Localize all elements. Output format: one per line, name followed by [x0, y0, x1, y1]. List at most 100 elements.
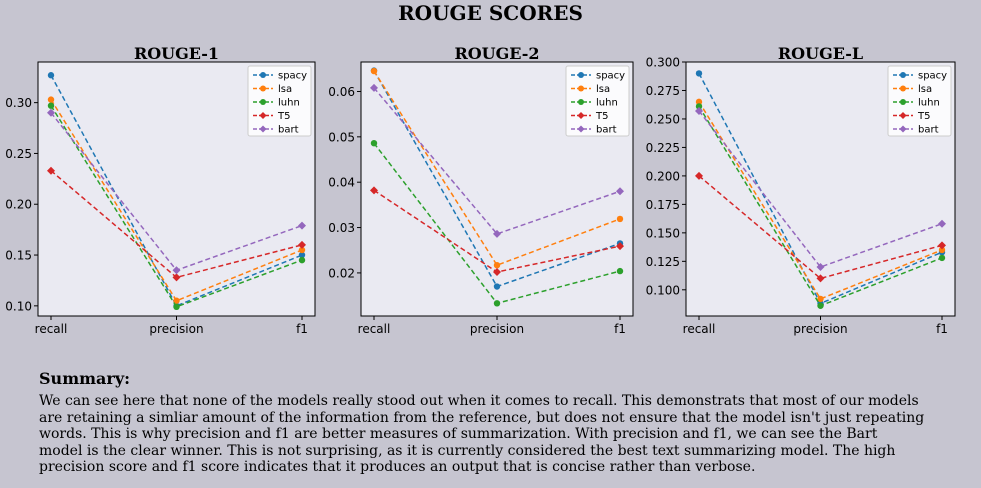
- legend-label: T5: [277, 111, 290, 122]
- data-point: [47, 166, 55, 175]
- data-point: [493, 268, 501, 277]
- series-line: [698, 110, 943, 268]
- data-point: [695, 98, 703, 106]
- x-tick-label: f1: [614, 322, 626, 336]
- data-point: [298, 251, 306, 259]
- legend-label: spacy: [596, 71, 625, 82]
- series-line: [50, 74, 303, 307]
- legend-marker: [260, 85, 266, 92]
- data-point: [370, 67, 378, 75]
- data-point: [298, 221, 306, 230]
- legend-label: spacy: [918, 71, 947, 82]
- data-point: [817, 302, 824, 309]
- legend: [247, 65, 312, 137]
- y-tick-label: 0.02: [328, 266, 355, 280]
- series-bart: [370, 83, 624, 238]
- legend-label: luhn: [278, 98, 300, 109]
- legend-label: lsa: [596, 84, 610, 95]
- data-point: [173, 303, 180, 311]
- series-luhn: [370, 139, 624, 307]
- series-t5: [47, 166, 306, 282]
- data-point: [493, 300, 501, 307]
- y-tick-label: 0.100: [646, 283, 680, 297]
- data-point: [493, 262, 501, 269]
- y-tick-label: 0.04: [328, 176, 355, 190]
- y-tick-label: 0.275: [646, 84, 680, 98]
- y-tick-label: 0.06: [328, 85, 355, 99]
- y-tick-label: 0.20: [5, 198, 32, 212]
- summary-heading: Summary:: [39, 369, 131, 388]
- legend-label: bart: [278, 125, 299, 136]
- y-tick-label: 0.250: [646, 112, 680, 126]
- data-point: [298, 246, 306, 254]
- series-t5: [370, 186, 624, 277]
- legend-marker: [578, 72, 584, 78]
- legend-marker: [577, 112, 585, 119]
- data-point: [172, 273, 181, 282]
- data-point: [695, 171, 703, 180]
- x-tick-label: recall: [683, 322, 716, 336]
- x-tick-label: precision: [149, 322, 203, 336]
- subplot-title: ROUGE-2: [454, 44, 539, 63]
- legend: [887, 65, 952, 137]
- y-tick-label: 0.300: [646, 56, 680, 70]
- data-point: [938, 254, 946, 262]
- legend-label: spacy: [278, 71, 307, 82]
- data-point: [938, 219, 946, 228]
- legend-marker: [899, 112, 907, 119]
- data-point: [173, 297, 180, 304]
- y-tick-label: 0.05: [328, 130, 355, 144]
- legend-marker: [899, 125, 907, 133]
- legend-marker: [260, 99, 266, 105]
- y-tick-label: 0.03: [328, 221, 355, 235]
- data-point: [172, 266, 181, 275]
- legend-marker: [578, 99, 584, 105]
- data-point: [938, 246, 946, 254]
- x-tick-label: recall: [35, 322, 68, 336]
- page-title: ROUGE SCORES: [398, 1, 583, 25]
- subplot-title: ROUGE-L: [778, 44, 863, 63]
- rouge-2-chart: ROUGE-2 0.02 0.03 0.04 0.05 0.06 recall precisi…: [328, 44, 634, 336]
- legend-label: lsa: [918, 84, 932, 95]
- y-tick-label: 0.10: [5, 299, 32, 313]
- data-point: [938, 241, 946, 250]
- legend-label: luhn: [596, 98, 618, 109]
- data-point: [695, 70, 703, 77]
- y-tick-label: 0.175: [646, 198, 680, 212]
- legend-marker: [259, 112, 267, 119]
- series-luhn: [695, 103, 946, 309]
- data-point: [616, 267, 624, 275]
- data-point: [493, 283, 501, 290]
- series-lsa: [695, 98, 946, 303]
- data-point: [816, 263, 825, 272]
- data-point: [47, 102, 55, 109]
- y-tick-label: 0.200: [646, 169, 680, 183]
- series-bart: [695, 106, 946, 272]
- series-lsa: [370, 67, 624, 269]
- rouge-1-chart: ROUGE-1 0.10 0.15 0.20 0.25 0.30 recall precisi…: [5, 44, 316, 336]
- legend: [565, 65, 630, 137]
- legend-label: luhn: [918, 98, 940, 109]
- legend-label: T5: [917, 111, 930, 122]
- y-tick-label: 0.25: [5, 147, 32, 161]
- data-point: [695, 103, 703, 110]
- data-point: [370, 83, 378, 92]
- legend-label: T5: [595, 111, 608, 122]
- summary-text: We can see here that none of the models …: [39, 393, 925, 476]
- series-line: [698, 175, 943, 280]
- legend-label: bart: [918, 125, 939, 136]
- x-tick-label: precision: [470, 322, 524, 336]
- data-point: [493, 229, 501, 238]
- legend-marker: [900, 72, 906, 78]
- data-point: [370, 139, 378, 147]
- x-tick-label: f1: [296, 322, 308, 336]
- data-point: [695, 106, 703, 115]
- series-t5: [695, 171, 946, 283]
- data-point: [816, 274, 825, 283]
- data-point: [47, 96, 55, 103]
- legend-marker: [577, 125, 585, 133]
- data-point: [298, 256, 306, 264]
- data-point: [47, 72, 55, 79]
- data-point: [616, 215, 624, 223]
- y-tick-label: 0.225: [646, 141, 680, 155]
